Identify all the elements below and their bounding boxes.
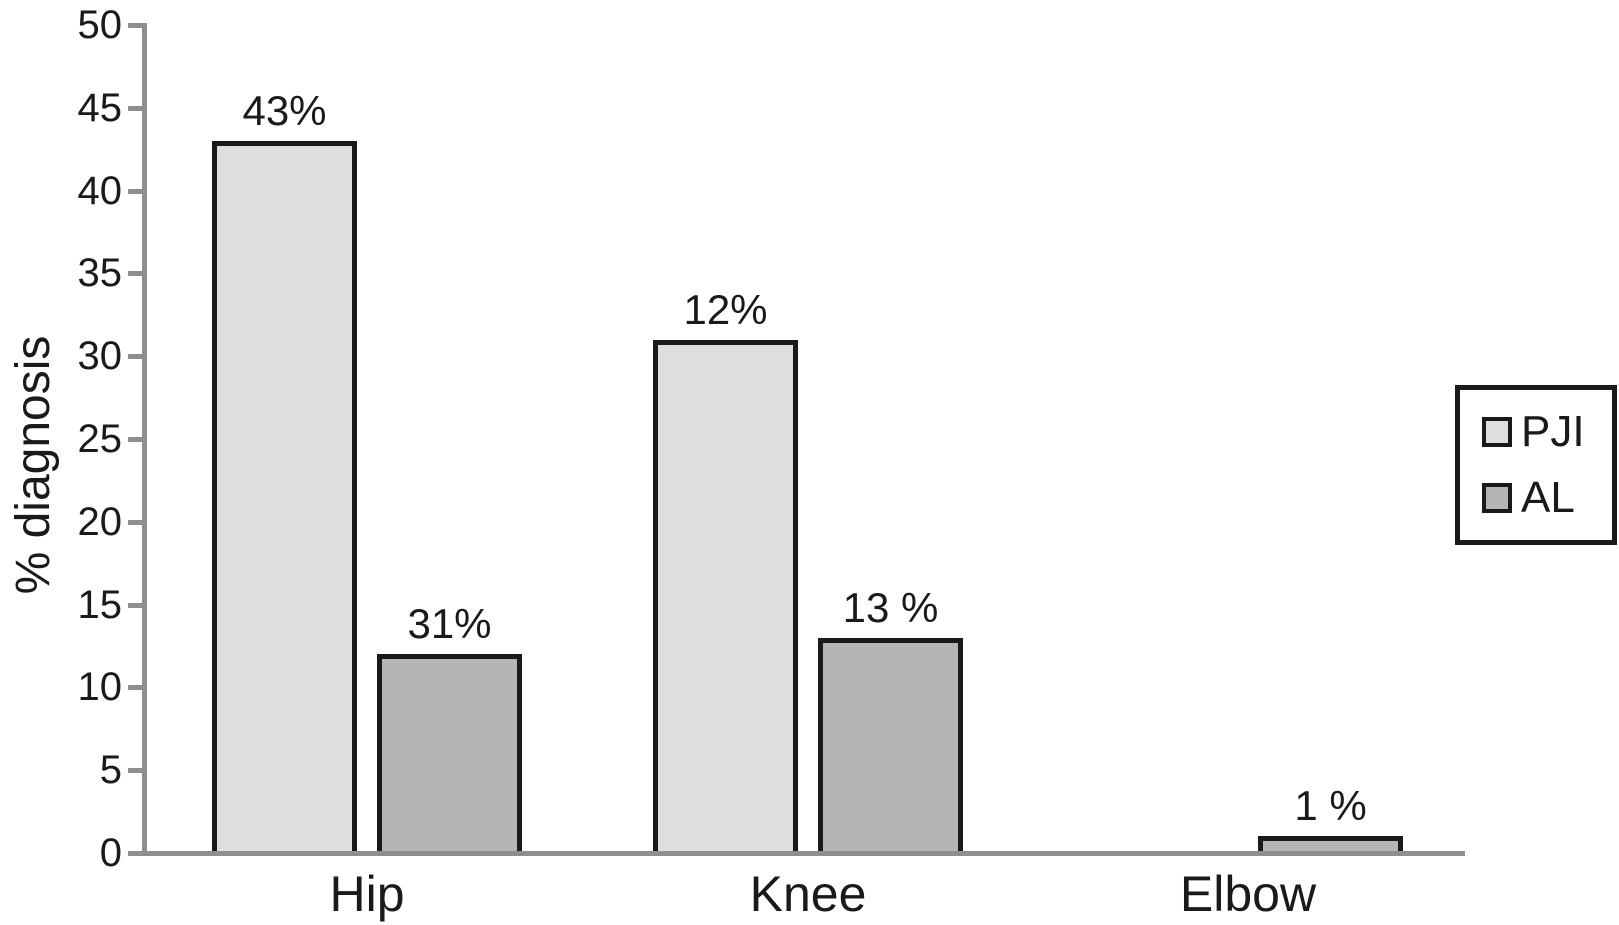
bar-value-label: 12%	[683, 285, 768, 333]
legend-swatch-al	[1482, 482, 1512, 513]
legend-swatch-pji	[1482, 417, 1512, 448]
y-tick-label: 20	[77, 499, 123, 544]
y-tick-mark	[128, 105, 147, 111]
category-label-elbow: Elbow	[1179, 866, 1317, 922]
bar-pji-knee	[653, 339, 798, 853]
bar-pji-hip	[212, 140, 357, 853]
category-label-knee: Knee	[749, 866, 867, 922]
bar-al-elbow	[1258, 836, 1403, 853]
y-tick-mark	[128, 271, 147, 277]
y-tick-label: 5	[99, 748, 122, 793]
bar-al-knee	[818, 637, 963, 853]
y-tick-label: 45	[77, 85, 123, 130]
y-tick-label: 40	[77, 168, 123, 213]
y-tick-mark	[128, 768, 147, 774]
y-tick-label: 15	[77, 582, 123, 627]
y-tick-label: 25	[77, 417, 123, 461]
y-tick-label: 30	[77, 334, 123, 379]
legend: PJI AL	[1455, 385, 1617, 545]
legend-label-pji: PJI	[1521, 407, 1585, 457]
y-tick-mark	[128, 188, 147, 194]
bar-al-hip	[377, 654, 522, 853]
y-tick-label: 0	[99, 831, 122, 875]
bar-value-label: 1 %	[1294, 782, 1367, 830]
legend-entry-pji: PJI	[1482, 409, 1612, 455]
y-tick-mark	[128, 602, 147, 608]
bar-value-label: 31%	[407, 600, 492, 648]
category-label-hip: Hip	[329, 866, 405, 922]
y-tick-mark	[128, 23, 147, 28]
y-tick-mark	[128, 437, 147, 442]
legend-entry-al: AL	[1482, 472, 1612, 522]
x-axis-line	[128, 851, 1465, 856]
y-tick-label: 35	[77, 251, 123, 296]
bar-value-label: 43%	[242, 86, 327, 134]
y-tick-mark	[128, 354, 147, 360]
bar-value-label: 13 %	[842, 583, 939, 631]
y-tick-mark	[128, 685, 147, 691]
y-tick-mark	[128, 519, 147, 525]
y-tick-label: 50	[77, 3, 123, 47]
y-tick-label: 10	[77, 665, 123, 710]
legend-label-al: AL	[1521, 472, 1575, 522]
